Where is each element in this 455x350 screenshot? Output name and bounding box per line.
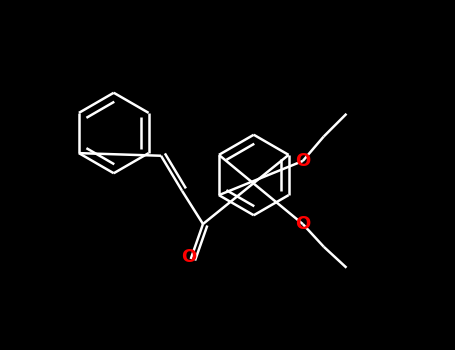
Text: O: O: [295, 215, 310, 233]
Text: O: O: [182, 248, 197, 266]
Text: O: O: [295, 152, 310, 170]
